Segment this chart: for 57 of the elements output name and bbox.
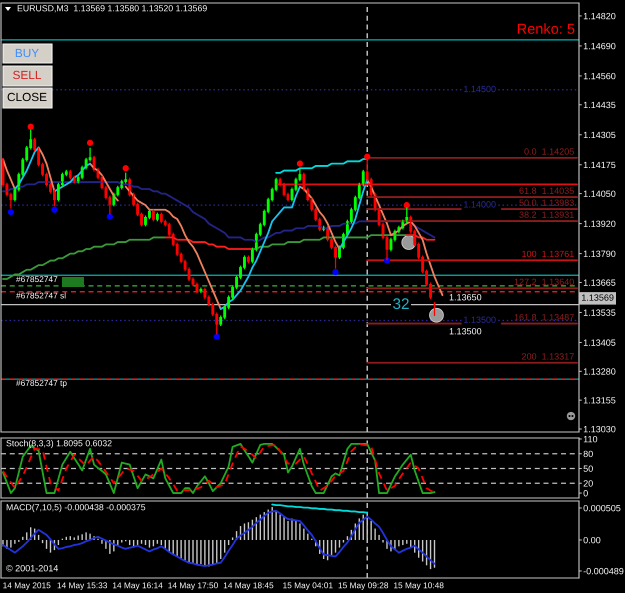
series-label: 100 1.13761 bbox=[522, 250, 574, 258]
x-tick-label: 14 May 2015 bbox=[3, 582, 50, 590]
x-tick-label: 15 May 10:48 bbox=[394, 582, 444, 590]
series-label: 0.0 1.14205 bbox=[524, 148, 574, 155]
x-tick-label: 15 May 04:01 bbox=[283, 582, 333, 590]
y-tick-label: 1.13920 bbox=[584, 220, 616, 227]
series-label: 38.2 1.13931 bbox=[519, 212, 574, 218]
y-tick-label: 1.13665 bbox=[584, 279, 616, 286]
y-tick-label: 1.13535 bbox=[584, 309, 616, 316]
series-label: 161.8 1.13487 bbox=[514, 314, 574, 320]
y-tick-label: 50 bbox=[584, 465, 593, 472]
annotation: #67852747 tp bbox=[16, 380, 67, 388]
y-tick-label: 20 bbox=[584, 480, 593, 487]
y-tick-label: 0 bbox=[584, 490, 588, 496]
annotation: BUY bbox=[16, 48, 39, 58]
annotation: Renko: 5 bbox=[518, 23, 574, 34]
y-tick-label: 1.14305 bbox=[584, 132, 616, 138]
ref-line-label: 1.13500 bbox=[464, 316, 496, 323]
y-tick-label: 1.13280 bbox=[584, 368, 616, 375]
y-tick-label: 0.00 bbox=[584, 536, 600, 544]
annotation: SELL bbox=[13, 70, 42, 80]
y-tick-label: 1.14690 bbox=[584, 42, 616, 50]
y-tick-label: 1.14820 bbox=[584, 12, 616, 20]
x-tick-label: 14 May 18:45 bbox=[224, 582, 274, 590]
x-tick-label: 14 May 17:50 bbox=[168, 582, 218, 590]
annotation: #67852747 bbox=[16, 276, 58, 282]
y-tick-label: 80 bbox=[584, 450, 593, 458]
series-label: 61.8 1.14035 bbox=[519, 188, 574, 194]
y-tick-label: 1.13030 bbox=[584, 426, 616, 432]
x-tick-label: 15 May 09:28 bbox=[338, 582, 388, 590]
ref-line-label: 1.13569 bbox=[582, 294, 614, 301]
y-tick-label: 1.14175 bbox=[584, 162, 616, 168]
annotation: #67852747 sl bbox=[16, 292, 66, 299]
y-tick-label: 1.13405 bbox=[584, 339, 616, 346]
annotation: 1.13500 bbox=[450, 328, 482, 334]
annotation: © 2001-2014 bbox=[6, 565, 58, 572]
series-label: 50.0 1.13983 bbox=[519, 200, 574, 206]
y-tick-label: 1.14435 bbox=[584, 102, 616, 108]
y-tick-label: 1.13790 bbox=[584, 250, 616, 257]
y-tick-label: -0.000489 bbox=[584, 568, 624, 574]
x-tick-label: 14 May 16:14 bbox=[112, 582, 163, 590]
series-label: 200 1.13317 bbox=[522, 353, 574, 360]
annotation: CLOSE bbox=[8, 92, 47, 102]
chart-title: MACD(7,10,5) -0.000438 -0.000375 bbox=[6, 504, 146, 512]
annotation: 32 bbox=[393, 298, 409, 310]
chart-title: EURUSD,M3 1.13569 1.13580 1.13520 1.13569 bbox=[18, 5, 207, 12]
x-tick-label: 14 May 15:33 bbox=[58, 582, 108, 590]
y-tick-label: 1.14560 bbox=[584, 72, 616, 80]
annotation: 1.13650 bbox=[450, 294, 482, 300]
y-tick-label: 1.13155 bbox=[584, 397, 616, 404]
y-tick-label: 110 bbox=[584, 436, 598, 442]
y-tick-label: 1.14050 bbox=[584, 190, 616, 197]
ref-line-label: 1.14000 bbox=[464, 201, 496, 208]
chart-title: Stoch(8,3,3) 1.8095 0.6032 bbox=[6, 440, 112, 448]
y-tick-label: 0.000505 bbox=[584, 504, 620, 512]
ref-line-label: 1.14500 bbox=[464, 86, 496, 92]
series-label: 127.2 1.13640 bbox=[514, 278, 574, 286]
